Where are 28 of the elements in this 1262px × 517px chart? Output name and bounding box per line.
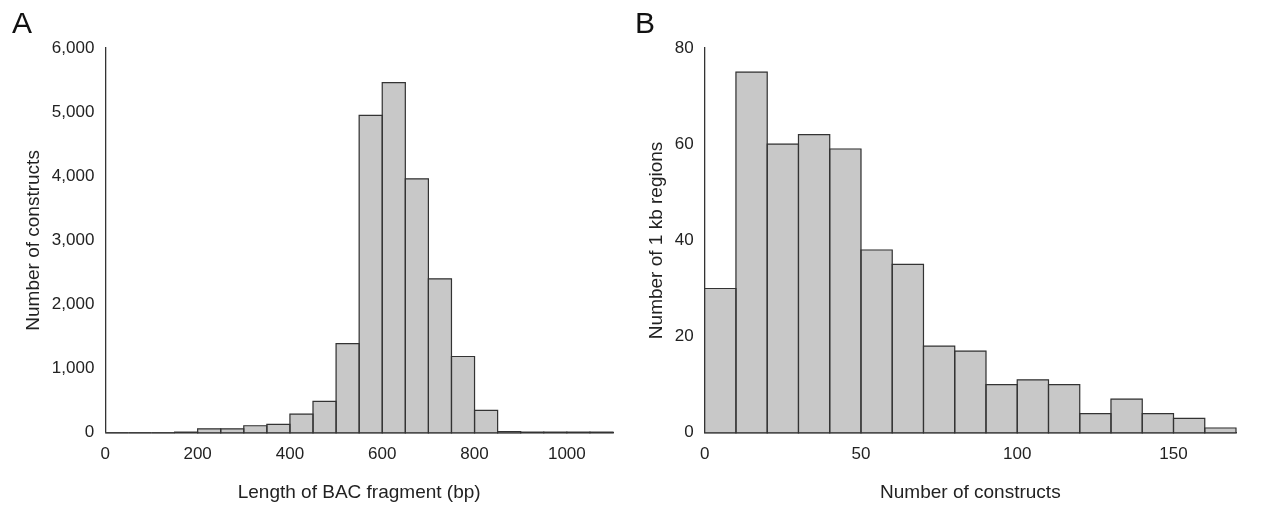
x-tick-label: 50	[851, 443, 871, 463]
y-tick-label: 1,000	[51, 358, 95, 378]
x-tick-label: 200	[183, 443, 212, 463]
x-tick-label: 1000	[547, 443, 586, 463]
x-tick-label: 400	[275, 443, 305, 463]
y-tick-label: 60	[674, 133, 694, 153]
y-tick-label: 20	[674, 326, 694, 346]
x-tick-label: 0	[699, 443, 710, 463]
y-tick-label: 2,000	[51, 294, 95, 314]
y-tick-label: 0	[84, 422, 95, 442]
y-tick-label: 3,000	[51, 230, 95, 250]
y-tick-label: 80	[674, 37, 694, 57]
x-tick-label: 150	[1159, 443, 1188, 463]
x-tick-label: 0	[100, 443, 111, 463]
y-tick-label: 4,000	[51, 165, 95, 185]
x-tick-label: 600	[368, 443, 397, 463]
x-axis-title: Number of constructs	[880, 480, 1061, 502]
x-axis-title: Length of BAC fragment (bp)	[237, 480, 481, 502]
y-tick-label: 40	[674, 230, 694, 250]
x-tick-label: 100	[1003, 443, 1032, 463]
y-tick-label: 0	[684, 422, 694, 442]
x-tick-label: 800	[460, 443, 489, 463]
chart-title: A	[12, 6, 33, 40]
y-tick-label: 5,000	[51, 101, 95, 121]
y-axis-title: Number of constructs	[21, 150, 43, 331]
chart-title: B	[635, 6, 656, 40]
y-tick-label: 6,000	[51, 37, 95, 57]
y-axis-title: Number of 1 kb regions	[644, 141, 666, 340]
